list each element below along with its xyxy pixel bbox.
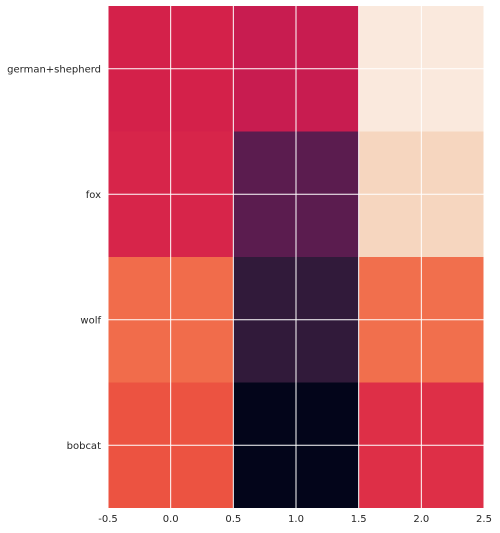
- y-tick-label: german+shepherd: [7, 64, 101, 75]
- y-tick-label: wolf: [80, 315, 101, 326]
- x-tick-label: 0.0: [163, 514, 179, 525]
- x-tick-label: -0.5: [98, 514, 118, 525]
- x-tick-label: 0.5: [225, 514, 241, 525]
- y-axis-ticks: german+shepherd fox wolf bobcat: [7, 64, 101, 452]
- x-tick-label: 2.5: [476, 514, 492, 525]
- x-tick-label: 1.0: [288, 514, 304, 525]
- x-axis-ticks: -0.5 0.0 0.5 1.0 1.5 2.0 2.5: [98, 514, 492, 525]
- grid-lines: [107, 6, 485, 508]
- y-tick-label: fox: [86, 190, 101, 201]
- x-tick-label: 1.5: [351, 514, 367, 525]
- x-tick-label: 2.0: [413, 514, 429, 525]
- y-tick-label: bobcat: [67, 441, 101, 452]
